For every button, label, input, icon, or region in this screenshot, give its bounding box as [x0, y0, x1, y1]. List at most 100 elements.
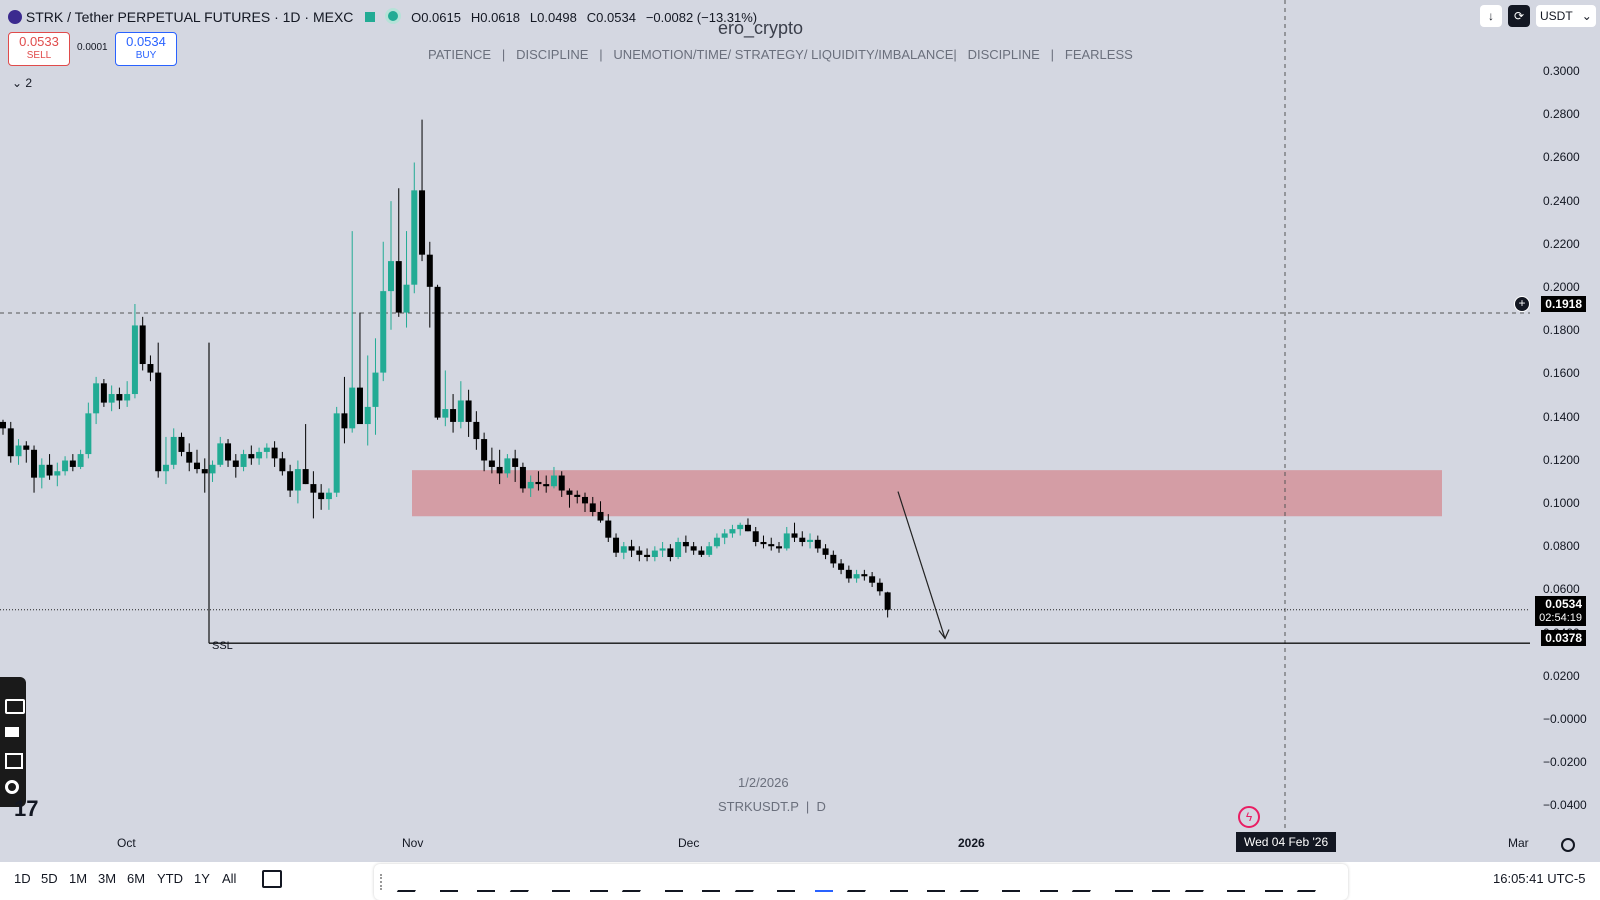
- range-button-6m[interactable]: 6M: [127, 871, 146, 886]
- settings-icon[interactable]: [1561, 838, 1575, 852]
- crosshair-icon[interactable]: [814, 874, 833, 892]
- candle-body: [108, 394, 115, 403]
- range-button-1m[interactable]: 1M: [69, 871, 88, 886]
- candle-body: [85, 413, 92, 455]
- candle-body: [62, 460, 69, 472]
- candle-body: [333, 413, 340, 493]
- candle-body: [690, 546, 697, 551]
- range-button-1y[interactable]: 1Y: [194, 871, 210, 886]
- pitchfork-icon[interactable]: [1152, 874, 1170, 892]
- candle-body: [147, 364, 154, 373]
- indicators-toggle[interactable]: ⌄ 2: [12, 76, 32, 90]
- lines-icon[interactable]: [396, 874, 426, 892]
- pen-icon[interactable]: [927, 874, 945, 892]
- trend-line-icon[interactable]: [439, 874, 458, 892]
- candle-body: [7, 428, 14, 457]
- price-tick-label: 0.2400: [1543, 193, 1580, 208]
- candle-body: [116, 394, 123, 401]
- currency-select[interactable]: USDT ⌄: [1536, 5, 1596, 27]
- add-alert-icon[interactable]: +: [1514, 296, 1530, 312]
- compare-icon[interactable]: ⟳: [1508, 5, 1530, 27]
- curve-icon[interactable]: [846, 874, 876, 892]
- callout-icon[interactable]: [621, 874, 651, 892]
- range-button-3m[interactable]: 3M: [98, 871, 117, 886]
- pattern-icon[interactable]: [1227, 874, 1245, 892]
- price-tick-label: 0.2600: [1543, 150, 1580, 165]
- camera-icon[interactable]: [5, 699, 25, 714]
- candle-body: [667, 548, 674, 557]
- watermark-date: 1/2/2026: [738, 775, 789, 790]
- crosshair-price: 0.1918: [1545, 297, 1582, 311]
- chevron-down-icon: ⌄: [1581, 9, 1592, 23]
- text-icon[interactable]: [889, 874, 908, 892]
- layers-icon[interactable]: [5, 753, 23, 769]
- sell-price: 0.0533: [19, 34, 59, 49]
- candle-body: [403, 284, 410, 313]
- currency-value: USDT: [1540, 9, 1573, 23]
- candle-body: [279, 458, 286, 472]
- candle-body: [450, 409, 457, 422]
- symbol-title[interactable]: STRK / Tether PERPETUAL FUTURES · 1D · M…: [25, 9, 354, 25]
- range-button-5d[interactable]: 5D: [41, 871, 58, 886]
- date-range-icon[interactable]: [262, 870, 282, 888]
- gear-icon[interactable]: [5, 780, 19, 794]
- horizontal-line-icon[interactable]: [477, 874, 495, 892]
- comment-icon[interactable]: [959, 874, 988, 892]
- candlestick-chart[interactable]: [0, 0, 1600, 860]
- channel-icon[interactable]: [509, 874, 538, 892]
- candle-body: [442, 409, 449, 418]
- flash-icon[interactable]: ϟ: [1238, 806, 1260, 828]
- candle-body: [675, 541, 682, 557]
- crosshair-date-tag: Wed 04 Feb '26: [1236, 832, 1337, 852]
- range-button-ytd[interactable]: YTD: [157, 871, 183, 886]
- chart-area[interactable]: [0, 0, 1600, 840]
- candle-body: [574, 494, 581, 497]
- candle-body: [310, 484, 317, 493]
- fork-icon[interactable]: [1184, 874, 1213, 892]
- download-icon[interactable]: ↓: [1480, 5, 1502, 27]
- range-button-all[interactable]: All: [222, 871, 237, 886]
- vertical-line-icon[interactable]: [1296, 874, 1326, 892]
- candle-body: [380, 291, 387, 373]
- candle-body: [651, 550, 658, 557]
- candle-body: [597, 511, 604, 521]
- candle-body: [23, 445, 30, 450]
- arrow-icon[interactable]: [1039, 874, 1058, 892]
- ohlc-open: O0.0615: [411, 10, 461, 25]
- candle-body: [776, 546, 782, 549]
- candle-body: [287, 471, 294, 491]
- measure-icon[interactable]: [1114, 874, 1133, 892]
- ray-icon[interactable]: [552, 874, 570, 892]
- arrow-line: [897, 491, 946, 639]
- brush-icon[interactable]: [734, 874, 763, 892]
- candle-body: [729, 529, 736, 534]
- range-button-1d[interactable]: 1D: [14, 871, 31, 886]
- candle-body: [54, 471, 61, 476]
- candle-body: [124, 394, 131, 401]
- position-icon[interactable]: [664, 874, 683, 892]
- candle-body: [504, 458, 511, 474]
- candle-body: [768, 544, 775, 547]
- candle-body: [232, 460, 239, 467]
- time-tick-label: Nov: [402, 836, 424, 850]
- candle-body: [644, 554, 651, 557]
- price-tick-label: 0.0800: [1543, 539, 1580, 554]
- path-icon[interactable]: [1002, 874, 1020, 892]
- price-tick-label: 0.3000: [1543, 64, 1580, 78]
- candle-body: [605, 520, 612, 538]
- polyline-icon[interactable]: [1264, 874, 1283, 892]
- candle-body: [131, 325, 138, 395]
- candle-body: [698, 550, 705, 555]
- watermark-name: ero_crypto: [718, 18, 804, 38]
- fib-icon[interactable]: [589, 874, 608, 892]
- rectangle-icon[interactable]: [702, 874, 720, 892]
- candle-body: [558, 475, 565, 491]
- text-cursor-icon[interactable]: [777, 874, 795, 892]
- candle-body: [659, 548, 666, 551]
- buy-button[interactable]: 0.0534 BUY: [115, 32, 177, 66]
- sell-button[interactable]: 0.0533 SELL: [8, 32, 70, 66]
- drag-handle-icon[interactable]: [380, 874, 386, 890]
- video-icon[interactable]: [5, 727, 19, 737]
- flag-icon[interactable]: [1071, 874, 1101, 892]
- price-tick-label: −0.0000: [1543, 712, 1587, 726]
